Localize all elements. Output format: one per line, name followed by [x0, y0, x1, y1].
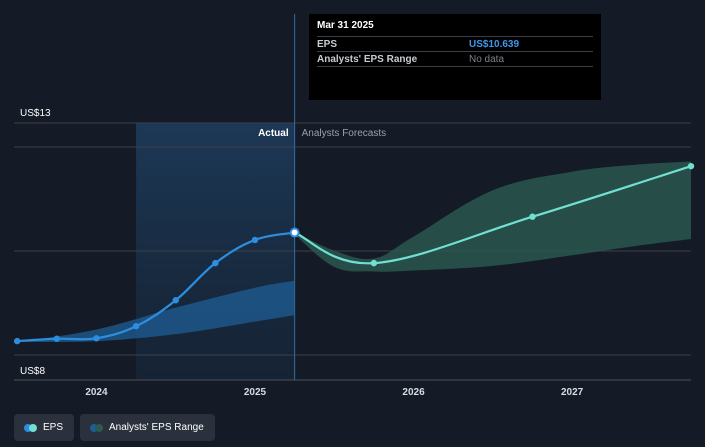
grid-lines: [14, 14, 691, 381]
tooltip-panel: Mar 31 2025 EPS US$10.639 Analysts' EPS …: [309, 14, 601, 100]
eps-highlight-point: [289, 227, 300, 238]
y-axis-top-label: US$13: [20, 108, 51, 119]
eps-point-forecast: [370, 259, 378, 267]
range-legend-icon: [90, 423, 104, 432]
eps-point-actual: [132, 323, 140, 330]
tooltip-range-label: Analysts' EPS Range: [317, 53, 418, 65]
eps-range-band-actual: [17, 280, 295, 343]
eps-point-forecast: [687, 162, 695, 170]
eps-point-actual: [13, 337, 21, 345]
eps-line-forecast: [294, 165, 692, 265]
eps-legend-dot-actual: [24, 423, 32, 432]
eps-range-bands: [17, 161, 691, 343]
legend-item-eps-range[interactable]: Analysts' EPS Range: [80, 414, 215, 441]
tooltip-row-range: Analysts' EPS Range No data: [317, 51, 593, 67]
range-legend-dot-forecast: [95, 423, 104, 432]
eps-point-actual: [93, 335, 100, 342]
tooltip-date: Mar 31 2025: [317, 20, 374, 31]
eps-legend-dot-forecast: [29, 423, 37, 432]
x-tick-label: 2027: [561, 387, 584, 398]
x-tick-label: 2026: [402, 387, 425, 398]
eps-point-actual: [172, 297, 179, 304]
tooltip-range-value: No data: [469, 53, 505, 65]
legend-range-label: Analysts' EPS Range: [109, 422, 204, 433]
tooltip-eps-label: EPS: [317, 38, 338, 50]
forecast-zone-label: Analysts Forecasts: [302, 128, 386, 139]
eps-point-actual: [53, 335, 61, 342]
actual-zone-label: Actual: [258, 128, 289, 139]
eps-line-actual: [17, 231, 295, 343]
y-axis-bottom-label: US$8: [20, 366, 45, 377]
eps-point-actual: [212, 259, 219, 267]
range-legend-dot-actual: [90, 423, 99, 432]
legend-eps-label: EPS: [43, 422, 64, 433]
axis-labels: US$13 US$8 2024 2025 2026 2027 Actual Analysts …: [20, 108, 584, 398]
eps-points: [13, 162, 695, 345]
x-tick-label: 2024: [85, 387, 108, 398]
eps-point-actual: [251, 236, 259, 244]
tooltip-row-eps: EPS US$10.639: [317, 36, 593, 51]
legend: EPS Analysts' EPS Range: [14, 414, 215, 441]
eps-point-forecast: [529, 213, 536, 220]
eps-lines: [17, 165, 692, 343]
eps-legend-icon: [24, 423, 37, 432]
x-tick-label: 2025: [244, 387, 267, 398]
tooltip-eps-value: US$10.639: [469, 38, 520, 50]
legend-item-eps[interactable]: EPS: [14, 414, 75, 441]
eps-range-band-forecast: [294, 161, 691, 272]
